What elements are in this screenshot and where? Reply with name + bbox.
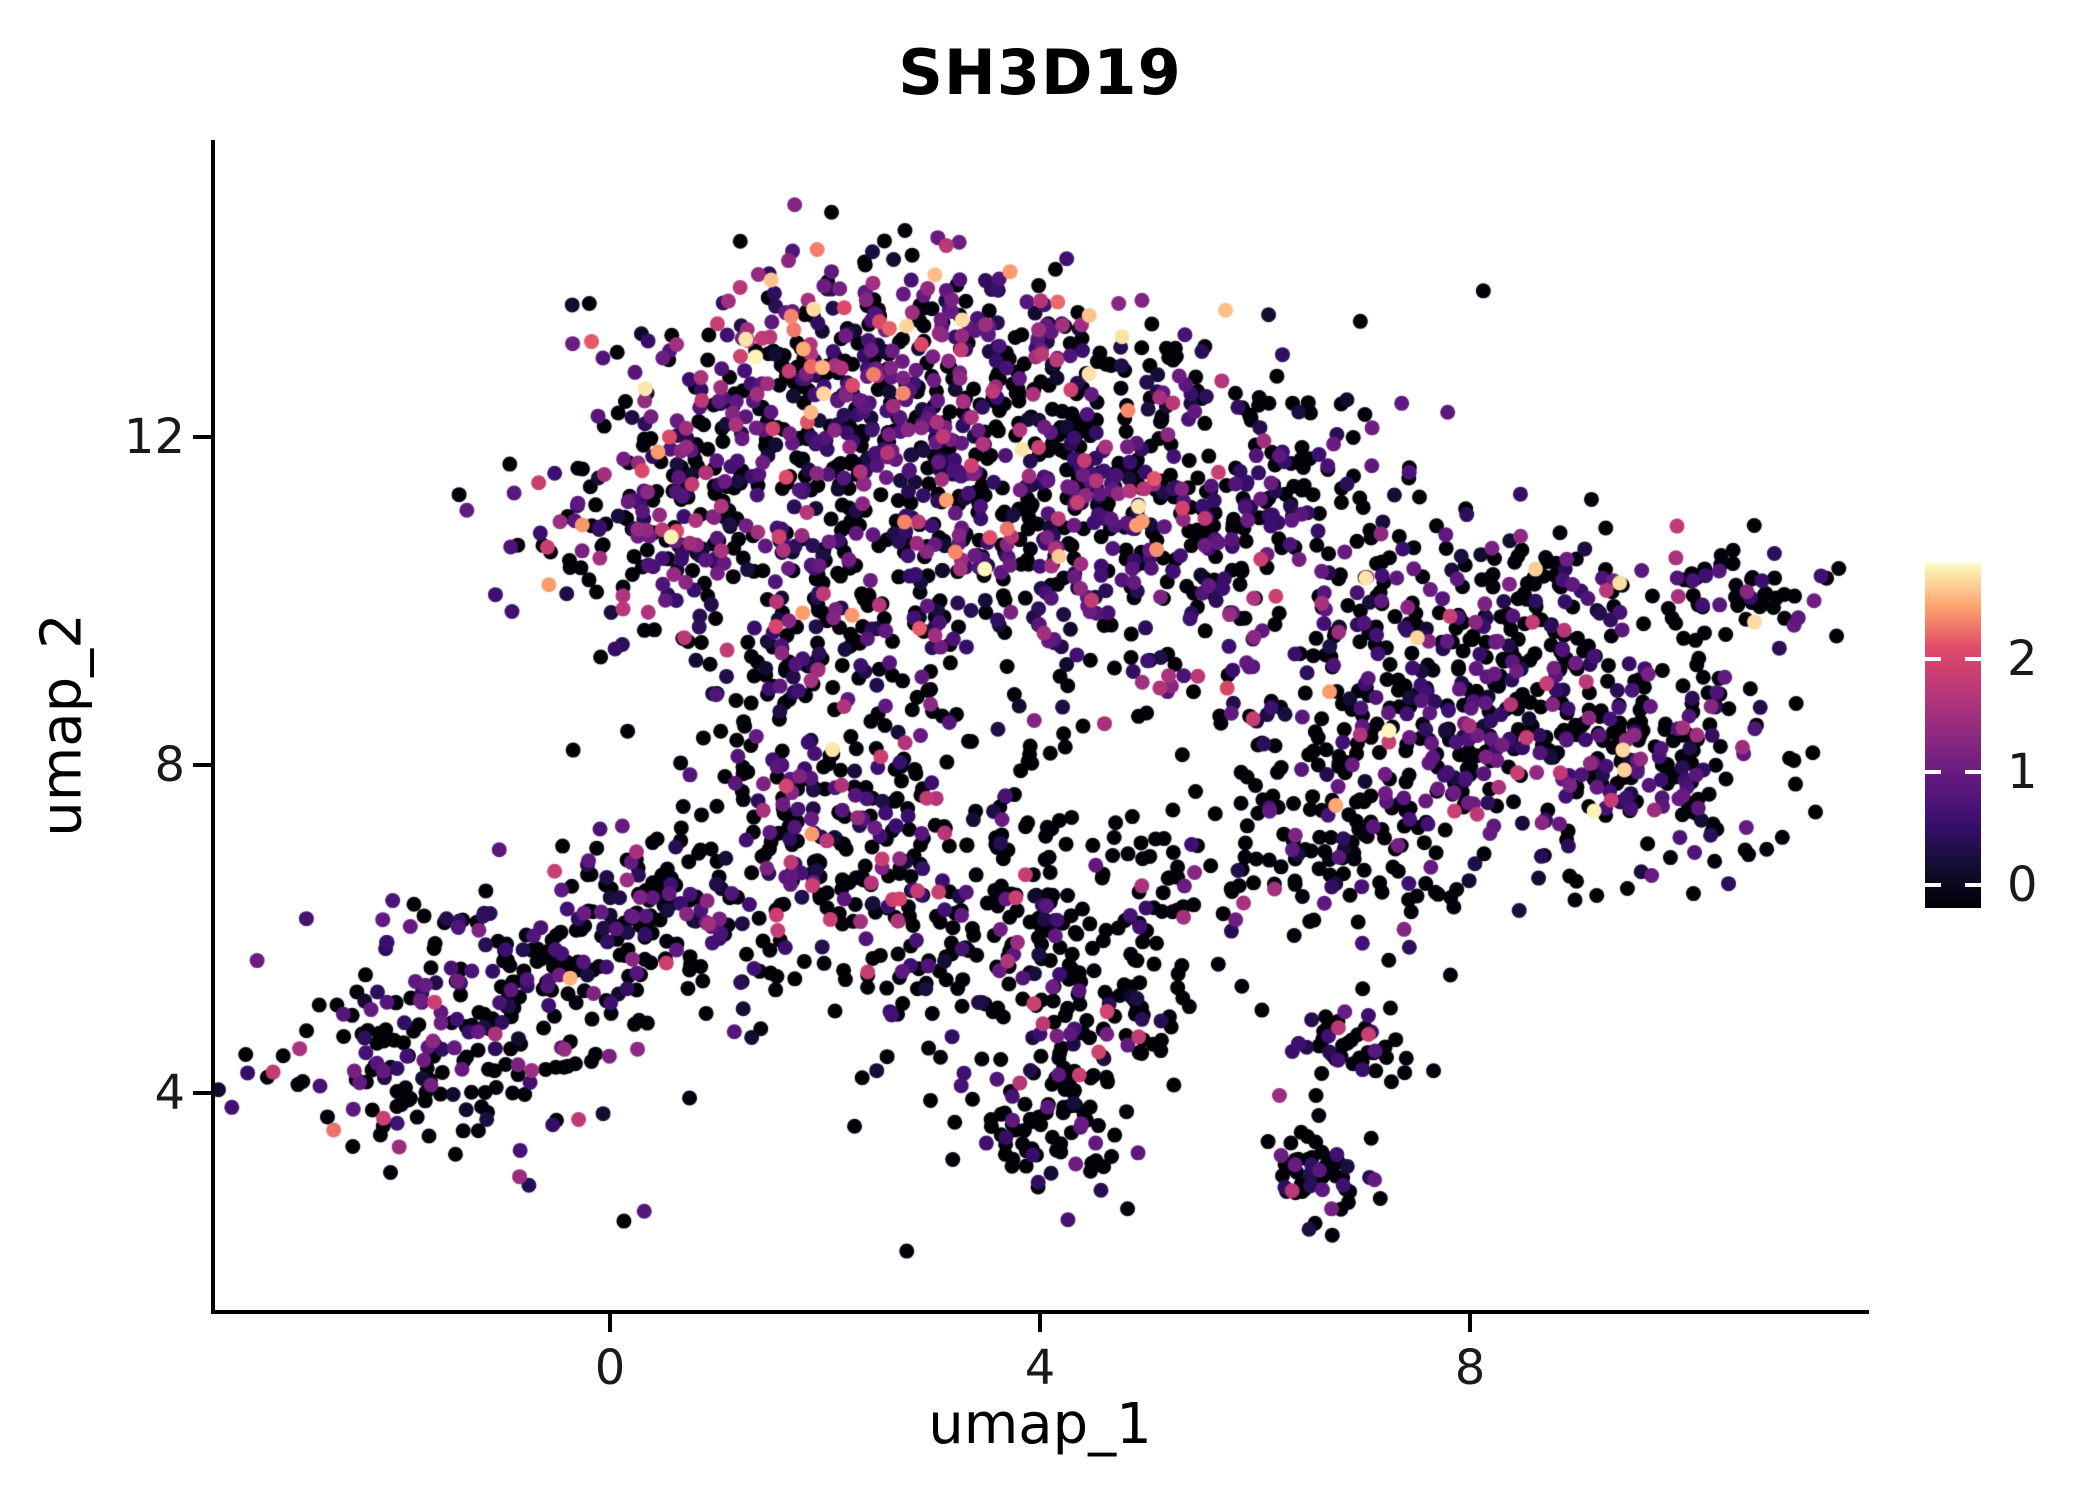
colorbar-tick-mark (1925, 770, 1941, 775)
x-axis-title: umap_1 (928, 1392, 1152, 1457)
colorbar-tick-mark (1965, 657, 1981, 662)
colorbar-gradient (1925, 563, 1981, 908)
y-axis-tick-mark (193, 435, 211, 439)
x-axis-tick-label: 0 (594, 1340, 626, 1396)
y-axis-tick-mark (193, 1091, 211, 1096)
colorbar-tick-mark (1925, 657, 1941, 662)
colorbar-tick-label: 2 (2007, 631, 2038, 688)
colorbar-tick-mark (1965, 770, 1981, 775)
x-axis-tick-mark (607, 1314, 612, 1332)
plot-panel: 0 4 8 12 8 4 (124, 140, 1865, 1396)
y-axis-tick-label: 8 (154, 737, 185, 794)
expression-colorbar: 2 1 0 (1925, 563, 2038, 913)
plot-title: SH3D19 (898, 36, 1182, 109)
x-axis-tick-mark (1038, 1314, 1042, 1332)
umap-scatter-canvas (215, 140, 1865, 1310)
colorbar-tick-label: 1 (2007, 744, 2038, 801)
x-axis-tick-label: 8 (1454, 1340, 1486, 1396)
x-axis-tick-label: 4 (1024, 1340, 1056, 1396)
x-axis-tick-mark (1468, 1314, 1473, 1332)
colorbar-tick-mark (1925, 883, 1941, 888)
y-axis-title: umap_2 (29, 613, 95, 837)
y-axis-line (211, 140, 215, 1314)
colorbar-tick-mark (1965, 883, 1981, 888)
y-axis-tick-label: 12 (123, 409, 185, 465)
y-axis-tick-label: 4 (154, 1065, 185, 1122)
colorbar-tick-label: 0 (2007, 857, 2038, 914)
y-axis-tick-mark (193, 763, 211, 768)
x-axis-line (211, 1310, 1869, 1314)
